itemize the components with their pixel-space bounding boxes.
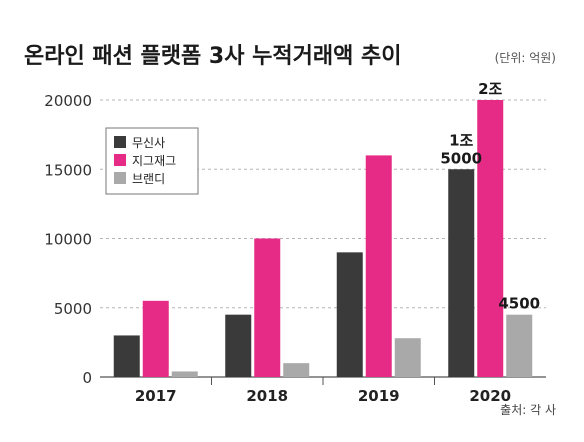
x-axis-ticks: 2017 2018 2019 2020 <box>135 377 511 405</box>
bars <box>113 100 533 377</box>
data-label: 2조 <box>478 80 502 98</box>
bar-무신사-2019 <box>336 252 363 377</box>
legend-label: 지그재그 <box>132 154 176 168</box>
unit-label: (단위: 억원) <box>495 51 556 65</box>
bar-지그재그-2019 <box>365 155 392 377</box>
y-tick-label: 15000 <box>44 161 92 179</box>
legend-label: 브랜디 <box>132 172 165 186</box>
bar-지그재그-2020 <box>477 100 504 377</box>
legend-label: 무신사 <box>132 136 165 150</box>
data-label: 5000 <box>440 149 482 167</box>
x-tick-label: 2020 <box>469 387 511 405</box>
x-tick-label: 2019 <box>358 387 400 405</box>
source-label: 출처: 각 사 <box>500 403 556 417</box>
legend-swatch <box>114 154 126 166</box>
bar-지그재그-2017 <box>142 300 169 377</box>
chart-title: 온라인 패션 플랫폼 3사 누적거래액 추이 <box>24 44 401 69</box>
bar-무신사-2017 <box>113 335 140 377</box>
data-label: 1조 <box>449 131 473 149</box>
bar-브랜디-2018 <box>283 363 310 377</box>
bar-브랜디-2017 <box>171 371 198 377</box>
y-tick-label: 0 <box>82 369 92 387</box>
bar-지그재그-2018 <box>254 238 281 377</box>
y-axis-ticks: 0 5000 10000 15000 20000 <box>44 92 92 387</box>
x-tick-label: 2017 <box>135 387 177 405</box>
x-tick-label: 2018 <box>246 387 288 405</box>
bar-무신사-2020 <box>448 169 475 377</box>
legend-swatch <box>114 136 126 148</box>
bar-무신사-2018 <box>225 314 252 377</box>
bar-브랜디-2019 <box>394 338 421 377</box>
y-tick-label: 10000 <box>44 231 92 249</box>
bar-브랜디-2020 <box>506 314 533 377</box>
data-label: 4500 <box>498 295 540 313</box>
y-tick-label: 20000 <box>44 92 92 110</box>
y-tick-label: 5000 <box>54 300 92 318</box>
legend-swatch <box>114 172 126 184</box>
